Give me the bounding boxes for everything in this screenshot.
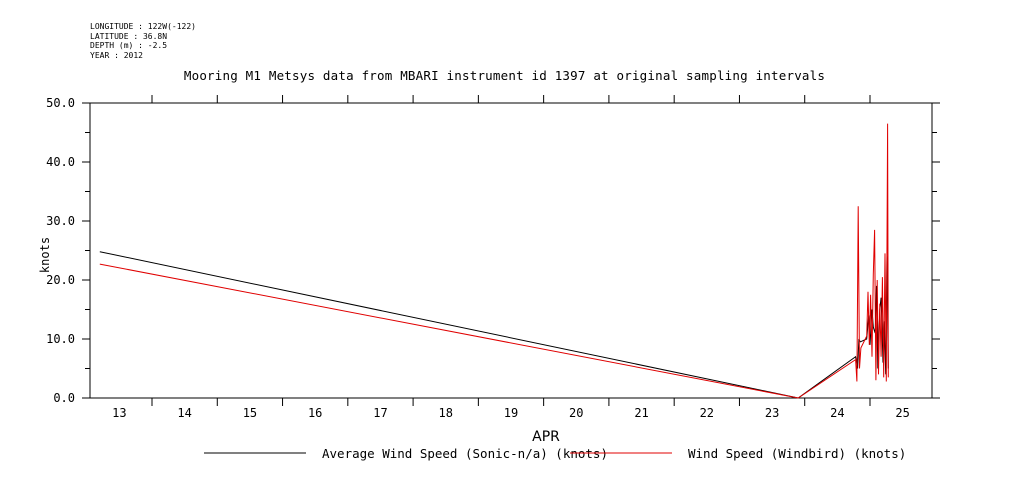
series-group bbox=[99, 123, 889, 399]
x-tick-label: 16 bbox=[308, 406, 322, 420]
y-tick-label: 0.0 bbox=[53, 391, 75, 405]
metadata-block: LONGITUDE : 122W(-122) LATITUDE : 36.8N … bbox=[90, 22, 196, 60]
x-tick-label: 13 bbox=[112, 406, 126, 420]
x-tick-label: 19 bbox=[504, 406, 518, 420]
x-tick-label: 17 bbox=[373, 406, 387, 420]
x-tick-label: 25 bbox=[895, 406, 909, 420]
y-tick-label: 30.0 bbox=[46, 214, 75, 228]
plot-frame bbox=[89, 102, 933, 399]
x-tick-label: 22 bbox=[700, 406, 714, 420]
longitude-label: LONGITUDE : 122W(-122) bbox=[90, 22, 196, 31]
y-tick-label: 20.0 bbox=[46, 273, 75, 287]
y-tick-label: 50.0 bbox=[46, 96, 75, 110]
y-tick-label: 40.0 bbox=[46, 155, 75, 169]
legend-label-average-wind-speed: Average Wind Speed (Sonic-n/a) (knots) bbox=[322, 446, 608, 461]
x-axis-label: APR bbox=[532, 429, 560, 445]
x-tick-label: 20 bbox=[569, 406, 583, 420]
x-tick-label: 23 bbox=[765, 406, 779, 420]
year-label: YEAR : 2012 bbox=[90, 50, 143, 60]
y-tick-label: 10.0 bbox=[46, 332, 75, 346]
x-tick-label: 15 bbox=[243, 406, 257, 420]
x-tick-label: 21 bbox=[634, 406, 648, 420]
axes-group: 0.0 10.0 20.0 30.0 40.0 50.0 13 14 15 16 17 18 19 20 2… bbox=[46, 95, 940, 420]
chart-title: Mooring M1 Metsys data from MBARI instru… bbox=[183, 68, 826, 83]
x-tick-label: 18 bbox=[439, 406, 453, 420]
series-line-wind-speed-windbird bbox=[99, 123, 889, 399]
x-tick-label: 24 bbox=[830, 406, 844, 420]
y-axis-label: knots bbox=[38, 237, 52, 273]
depth-label: DEPTH (m) : -2.5 bbox=[90, 41, 168, 50]
legend-label-wind-speed-windbird: Wind Speed (Windbird) (knots) bbox=[688, 446, 906, 461]
series-line-average-wind-speed bbox=[99, 251, 889, 399]
x-tick-label: 14 bbox=[177, 406, 191, 420]
legend: Average Wind Speed (Sonic-n/a) (knots) W… bbox=[204, 446, 906, 461]
latitude-label: LATITUDE : 36.8N bbox=[90, 31, 168, 41]
